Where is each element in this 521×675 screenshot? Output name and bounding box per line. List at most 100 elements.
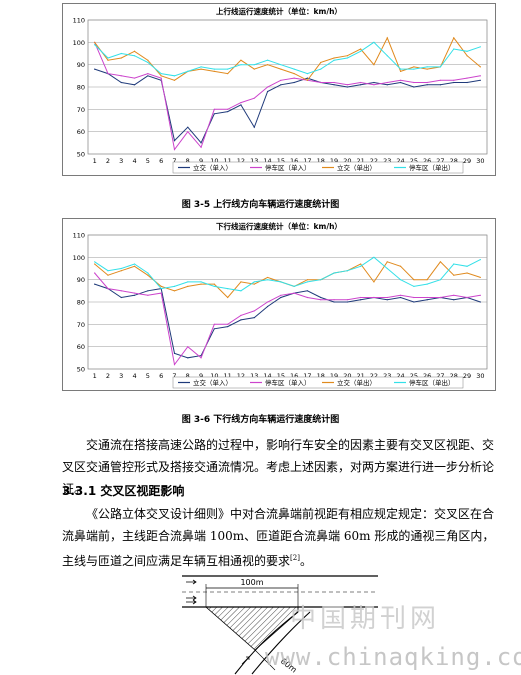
- data-point: [293, 81, 295, 84]
- data-point: [426, 299, 428, 301]
- data-point: [306, 77, 309, 79]
- x-tick-label: 5: [146, 157, 150, 165]
- x-tick-label: 27: [436, 372, 444, 380]
- data-point: [213, 108, 215, 110]
- data-point: [94, 43, 96, 46]
- data-point: [266, 279, 269, 281]
- data-point: [94, 261, 96, 263]
- data-point: [333, 299, 335, 301]
- data-point: [320, 299, 322, 301]
- data-point: [386, 267, 388, 270]
- x-tick-label: 15: [277, 372, 285, 380]
- x-tick-label: 5: [146, 372, 150, 380]
- x-tick-label: 8: [186, 157, 190, 165]
- data-point: [173, 79, 176, 81]
- data-point: [386, 296, 388, 299]
- data-point: [240, 281, 242, 283]
- data-point: [360, 296, 362, 299]
- series-line-2: [94, 272, 481, 366]
- data-point: [253, 317, 255, 319]
- data-point: [306, 73, 309, 75]
- paragraph-end: 。: [299, 554, 312, 568]
- data-point: [360, 81, 362, 84]
- data-point: [160, 77, 162, 79]
- x-tick-label: 3: [119, 372, 123, 380]
- data-point: [187, 131, 189, 133]
- data-point: [346, 57, 348, 59]
- x-tick-label: 17: [303, 372, 311, 380]
- data-point: [160, 285, 162, 287]
- data-point: [426, 283, 428, 285]
- data-point: [147, 294, 149, 296]
- data-point: [373, 41, 375, 43]
- x-tick-label: 24: [396, 157, 404, 165]
- y-tick-label: 100: [73, 39, 85, 47]
- data-point: [200, 68, 202, 70]
- data-point: [439, 296, 442, 299]
- data-point: [173, 148, 176, 151]
- chart-downstream: 下行线运行速度统计（单位：km/h） 50 60 70 80 90 100 110 1 2 3 4 5 6…: [62, 218, 496, 391]
- legend-label: 立交（单出）: [337, 378, 376, 387]
- data-point: [107, 288, 109, 290]
- data-point: [293, 285, 295, 287]
- data-point: [373, 81, 375, 84]
- data-point: [107, 57, 109, 59]
- figure-caption-3-5: 图 3-5 上行线方向车辆运行速度统计图: [181, 200, 340, 210]
- data-point: [293, 77, 295, 79]
- data-point: [453, 299, 455, 301]
- data-point: [439, 79, 442, 81]
- data-point: [439, 66, 442, 68]
- legend-label: 立交（单出）: [337, 163, 376, 172]
- data-point: [120, 52, 122, 55]
- data-point: [266, 305, 269, 308]
- data-point: [426, 66, 428, 68]
- data-point: [439, 279, 442, 281]
- x-tick-label: 12: [237, 372, 245, 380]
- data-point: [346, 84, 348, 86]
- sight-triangle-diagram: 100m 60m: [182, 575, 378, 675]
- x-tick-label: 25: [410, 372, 418, 380]
- watermark-url: www.chinaqking.com: [265, 643, 521, 671]
- watermark-text: 中国期刊网: [290, 604, 441, 634]
- data-point: [147, 274, 149, 276]
- data-point: [147, 59, 149, 61]
- data-point: [227, 323, 229, 325]
- data-point: [120, 290, 122, 292]
- x-tick-label: 14: [263, 372, 271, 380]
- data-point: [399, 79, 402, 81]
- x-tick-label: 29: [463, 157, 471, 165]
- legend-label: 立交（单入）: [193, 163, 232, 172]
- data-point: [253, 126, 255, 128]
- legend-box: [172, 161, 464, 174]
- series-line-1: [94, 68, 481, 144]
- x-tick-label: 23: [383, 157, 391, 165]
- data-point: [333, 57, 335, 59]
- data-point: [360, 84, 362, 86]
- data-point: [426, 68, 428, 70]
- y-tick-label: 50: [77, 151, 85, 159]
- data-point: [453, 81, 455, 84]
- data-point: [133, 55, 136, 57]
- x-tick-label: 7: [172, 372, 176, 380]
- data-point: [373, 84, 375, 86]
- data-point: [466, 81, 468, 84]
- legend-label: 停车区（单出）: [409, 378, 455, 387]
- data-point: [213, 328, 215, 330]
- x-tick-label: 28: [450, 372, 458, 380]
- data-point: [333, 81, 335, 84]
- data-point: [280, 68, 282, 70]
- arrow-icon: [186, 595, 197, 601]
- x-tick-label: 19: [330, 372, 338, 380]
- data-point: [227, 288, 229, 290]
- data-point: [466, 55, 468, 57]
- data-point: [240, 104, 242, 106]
- x-tick-label: 7: [172, 157, 176, 165]
- x-tick-label: 27: [436, 157, 444, 165]
- x-tick-label: 18: [317, 372, 325, 380]
- y-tick-label: 90: [77, 61, 85, 69]
- data-point: [94, 263, 96, 265]
- series-line-4: [94, 41, 481, 77]
- data-point: [413, 66, 415, 68]
- data-point: [333, 272, 335, 274]
